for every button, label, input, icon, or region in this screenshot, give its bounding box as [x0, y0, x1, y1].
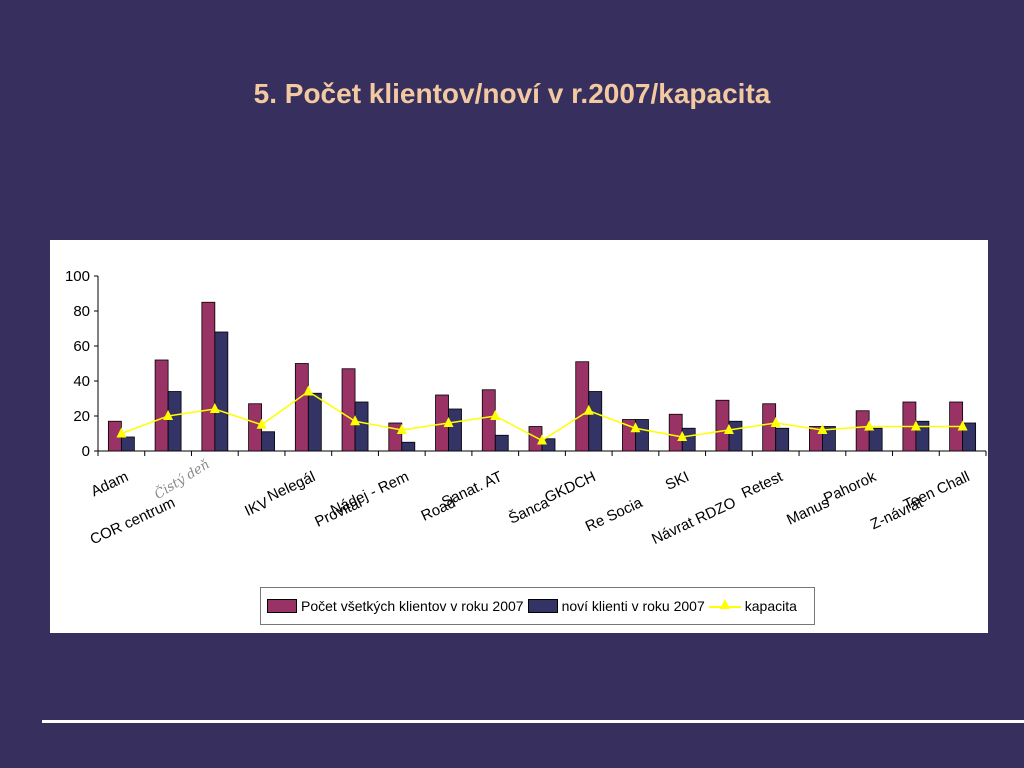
bar-total	[762, 403, 777, 452]
capacity-marker	[583, 404, 594, 415]
x-tick-label: Retest	[739, 468, 786, 502]
x-tick-label: SKI	[663, 468, 692, 494]
bar-new	[635, 419, 649, 452]
y-tick-label: 0	[82, 443, 90, 460]
capacity-marker	[770, 417, 781, 427]
x-tick-label: Teen Chall	[901, 468, 972, 513]
capacity-marker	[630, 422, 641, 433]
bar-new	[494, 434, 509, 452]
bar-new	[588, 391, 603, 452]
bar-new	[307, 392, 322, 452]
legend-label-new: noví klienti v roku 2007	[561, 598, 705, 614]
bar-total	[715, 399, 730, 452]
legend-swatch-total	[267, 599, 297, 613]
bar-new	[214, 331, 229, 452]
bar-total	[201, 301, 216, 452]
legend-label-total: Počet všetkých klientov v roku 2007	[301, 598, 524, 614]
bar-new	[167, 391, 182, 452]
x-tick-label: GKDCH	[542, 468, 598, 506]
bar-total	[668, 413, 683, 452]
capacity-marker	[256, 418, 267, 429]
capacity-marker	[537, 434, 547, 445]
legend-item-new-clients: noví klienti v roku 2007	[527, 598, 705, 614]
bar-total	[341, 368, 356, 452]
y-tick-label: 60	[73, 338, 90, 355]
capacity-marker	[303, 385, 314, 396]
bar-total	[481, 389, 496, 452]
y-tick-label: 40	[73, 373, 90, 390]
bar-new	[261, 431, 275, 452]
bar-new	[120, 436, 135, 452]
bar-new	[354, 401, 369, 452]
capacity-marker	[443, 417, 454, 427]
x-tick-label: Re Socia	[583, 494, 646, 535]
x-tick-label: Nádej - Rem	[328, 468, 411, 519]
bar-total	[575, 361, 590, 452]
legend-item-total-clients: Počet všetkých klientov v roku 2007	[267, 598, 524, 614]
x-tick-label: IKV	[242, 494, 271, 520]
x-tick-label: Adam	[88, 468, 131, 500]
y-tick-label: 100	[65, 268, 90, 285]
bar-new	[775, 427, 790, 452]
capacity-marker	[957, 420, 968, 431]
legend-label-capacity: kapacita	[744, 598, 797, 614]
bar-total	[154, 359, 169, 452]
bottom-rule	[42, 720, 1024, 723]
slide-title: 5. Počet klientov/noví v r.2007/kapacita	[253, 78, 771, 109]
x-tick-label: Pahorok	[821, 468, 879, 507]
bar-total	[294, 363, 309, 452]
bar-new	[401, 441, 416, 452]
legend-item-capacity: kapacita	[708, 598, 797, 614]
bar-new	[868, 427, 883, 452]
capacity-marker	[490, 410, 501, 420]
chart-panel: 0 20 40 60 80 100 Adam COR centrum IKV Nelegál Pro…	[50, 240, 988, 633]
x-tick-label: Návrat RDZO	[649, 494, 739, 548]
capacity-marker	[116, 427, 127, 438]
legend-swatch-new	[527, 599, 558, 613]
x-tick-label: COR centrum	[88, 494, 178, 548]
bar-new	[448, 408, 462, 452]
chart-legend: Počet všetkých klientov v roku 2007 noví…	[260, 587, 815, 625]
bar-total	[855, 410, 870, 452]
capacity-marker	[677, 431, 688, 441]
capacity-marker	[209, 403, 220, 413]
y-tick-label: 80	[73, 303, 90, 320]
capacity-marker	[163, 410, 174, 420]
bar-new	[728, 420, 743, 452]
capacity-marker	[864, 420, 875, 431]
capacity-marker	[396, 424, 407, 434]
capacity-marker	[910, 420, 921, 431]
y-tick-label: 20	[73, 408, 90, 425]
x-tick-label: Sanat. AT	[439, 468, 505, 511]
x-tick-label: Nelegál	[265, 468, 318, 505]
capacity-marker	[350, 415, 361, 426]
capacity-marker	[817, 424, 828, 434]
capacity-marker	[723, 424, 734, 434]
legend-swatch-capacity	[708, 599, 741, 613]
